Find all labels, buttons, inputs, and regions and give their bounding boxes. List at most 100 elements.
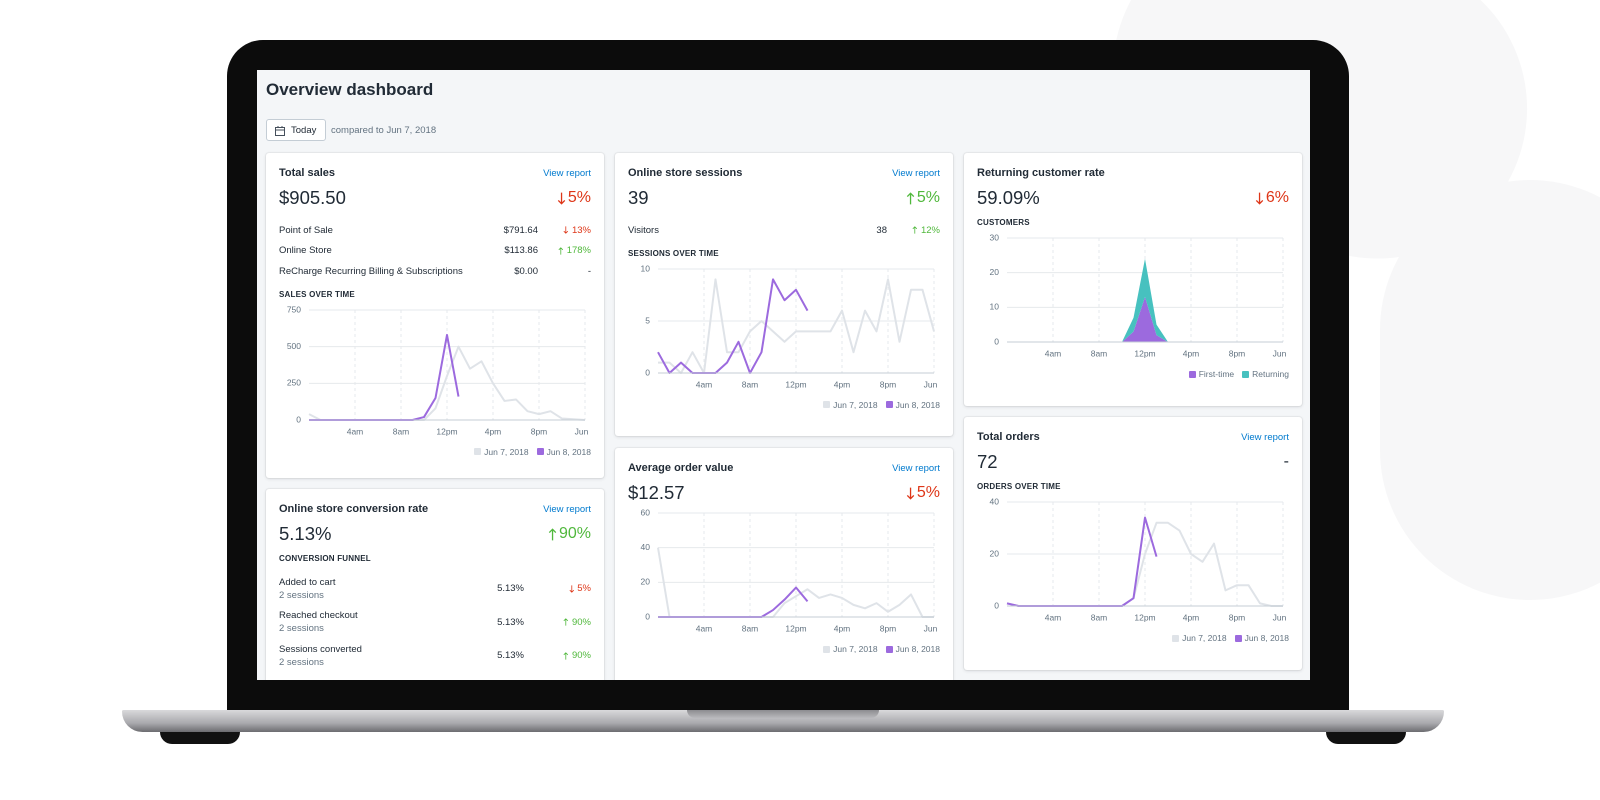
date-button[interactable]: Today xyxy=(266,119,327,141)
metric-change-text: 90% xyxy=(558,525,591,542)
view-report-link[interactable]: View report xyxy=(1241,431,1289,443)
legend-item: First-time xyxy=(1188,369,1235,379)
funnel-label-block: Added to cart 2 sessions xyxy=(279,576,464,602)
legend-label: Jun 7, 2018 xyxy=(833,644,878,654)
row-change-text: - xyxy=(587,265,591,277)
legend-item: Jun 7, 2018 xyxy=(474,446,529,457)
y-tick-label: 40 xyxy=(990,496,1000,506)
laptop-foot xyxy=(1326,732,1406,744)
row-amount: 38 xyxy=(876,224,887,236)
legend-item: Jun 8, 2018 xyxy=(885,644,940,654)
card-title: Total sales xyxy=(279,167,336,179)
legend-label: Jun 8, 2018 xyxy=(895,644,940,654)
x-tick-label: 4pm xyxy=(485,426,502,436)
value-row: 5.13% 90% xyxy=(279,522,591,546)
metric-change: 5% xyxy=(906,484,940,502)
x-tick-label: Jun 9 xyxy=(1273,348,1289,358)
card-title: Online store conversion rate xyxy=(279,503,429,515)
arrow-path xyxy=(558,246,564,255)
funnel-change-text: 5% xyxy=(577,583,591,595)
metric-value: 59.09% xyxy=(977,187,1040,208)
card-header: Total orders View report xyxy=(977,430,1289,444)
card-title: Online store sessions xyxy=(628,167,743,179)
legend: Jun 7, 2018 Jun 8, 2018 xyxy=(977,633,1289,643)
x-tick-label: Jun 9 xyxy=(575,426,591,436)
funnel-rate: 5.13% xyxy=(497,583,524,595)
arrow-path xyxy=(563,651,569,660)
trend-arrow xyxy=(569,585,574,593)
card: Online store conversion rate View report 5… xyxy=(266,489,604,680)
y-tick-label: 500 xyxy=(287,340,301,350)
y-tick-label: 5 xyxy=(645,315,650,325)
legend-swatch xyxy=(823,645,831,653)
row-label: Visitors xyxy=(628,224,659,236)
legend-item: Jun 8, 2018 xyxy=(536,446,591,457)
screen: Overview dashboard Today compared to Jun… xyxy=(257,70,1310,680)
card: Total sales View report $905.50 5% Point of … xyxy=(266,153,604,478)
trend-arrow xyxy=(906,191,915,204)
x-tick-label: Jun 9 xyxy=(1273,612,1289,622)
legend-swatch xyxy=(536,448,544,455)
metric-value: 72 xyxy=(977,451,998,472)
x-tick-label: 8pm xyxy=(1229,348,1246,358)
legend-item: Jun 7, 2018 xyxy=(1172,633,1227,643)
funnel-label-block: Sessions converted 2 sessions xyxy=(279,643,464,669)
funnel-rate: 5.13% xyxy=(497,616,524,628)
row-amount: $113.86 xyxy=(504,245,538,257)
card-title: Returning customer rate xyxy=(977,167,1105,179)
legend-item: Returning xyxy=(1242,369,1289,379)
legend-label: Jun 8, 2018 xyxy=(546,446,591,457)
row-change-text: 13% xyxy=(571,224,591,236)
legend-label: First-time xyxy=(1198,369,1235,379)
legend: Jun 7, 2018 Jun 8, 2018 xyxy=(628,400,940,410)
card-header: Online store sessions View report xyxy=(628,166,940,180)
y-tick-label: 0 xyxy=(994,336,999,346)
funnel-row: Sessions converted 2 sessions 5.13% 90% xyxy=(279,639,591,673)
row-label: ReCharge Recurring Billing & Subscriptio… xyxy=(279,265,463,277)
view-report-link[interactable]: View report xyxy=(892,167,940,179)
legend-label: Jun 7, 2018 xyxy=(1182,633,1227,643)
row-change-text: 12% xyxy=(920,224,940,236)
card-title: Average order value xyxy=(628,462,734,474)
breakdown: Point of Sale $791.64 13% Online Store $113.… xyxy=(279,220,591,282)
y-tick-label: 20 xyxy=(641,577,651,587)
y-tick-label: 750 xyxy=(287,304,301,314)
x-tick-label: 8pm xyxy=(531,426,548,436)
x-tick-label: 8pm xyxy=(880,379,897,389)
x-tick-label: 4pm xyxy=(834,623,851,633)
page-title: Overview dashboard xyxy=(266,80,434,99)
legend-label: Jun 8, 2018 xyxy=(895,399,940,410)
card-header: Returning customer rate xyxy=(977,166,1289,180)
funnel-sub: 2 sessions xyxy=(279,623,324,635)
breakdown-row: Online Store $113.86 178% xyxy=(279,241,591,262)
metric-value: $905.50 xyxy=(279,187,346,208)
view-report-link[interactable]: View report xyxy=(892,462,940,474)
breakdown-row: ReCharge Recurring Billing & Subscriptio… xyxy=(279,261,591,282)
legend-label: Jun 7, 2018 xyxy=(484,446,529,457)
row-amount: $791.64 xyxy=(503,224,538,236)
decoration xyxy=(1380,180,1600,600)
row-amount: $0.00 xyxy=(514,265,538,277)
arrow-path xyxy=(557,192,566,205)
section-label: CUSTOMERS xyxy=(977,218,1030,227)
view-report-link[interactable]: View report xyxy=(543,167,591,179)
funnel-row: Added to cart 2 sessions 5.13% 5% xyxy=(279,572,591,606)
x-tick-label: 4am xyxy=(1045,612,1062,622)
card: Online store sessions View report 39 5% Visi… xyxy=(615,153,953,436)
card-header: Online store conversion rate View report xyxy=(279,502,591,516)
section-label: SALES OVER TIME xyxy=(279,289,355,299)
value-row: 59.09% 6% xyxy=(977,186,1289,210)
y-tick-label: 30 xyxy=(990,232,1000,242)
arrow-path xyxy=(1255,192,1264,205)
view-report-link[interactable]: View report xyxy=(543,503,591,515)
chart: 0 5 10 4am 8am 12pm 4pm 8pm Jun 9 xyxy=(641,263,945,389)
funnel-change-text: 90% xyxy=(571,616,591,628)
card-title: Total orders xyxy=(977,431,1040,443)
section-label: SESSIONS OVER TIME xyxy=(628,248,719,258)
row-label: Online Store xyxy=(279,245,332,257)
funnel-label-block: Reached checkout 2 sessions xyxy=(279,609,464,635)
card-header: Average order value View report xyxy=(628,461,940,475)
row-change: - xyxy=(538,266,591,277)
x-tick-label: 4pm xyxy=(1183,348,1200,358)
x-tick-label: 12pm xyxy=(785,379,806,389)
